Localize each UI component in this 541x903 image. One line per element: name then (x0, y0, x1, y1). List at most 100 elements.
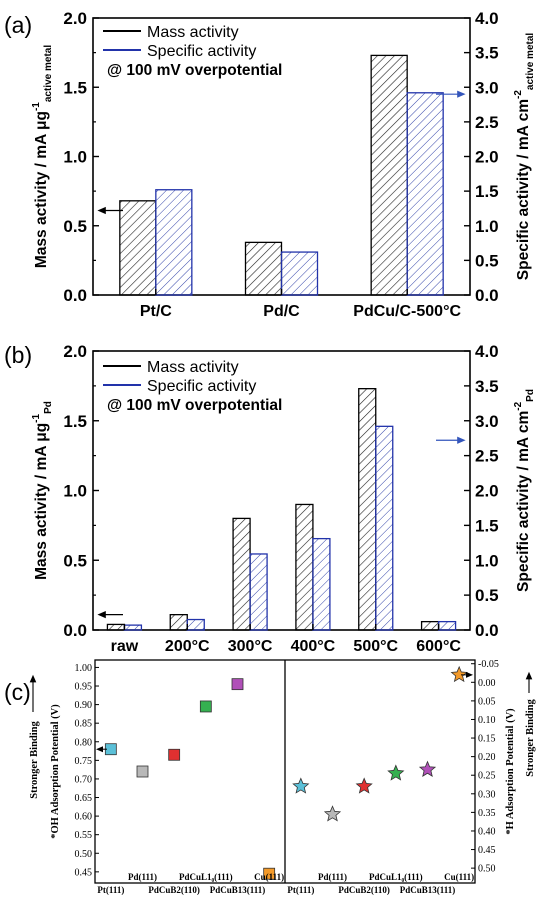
left-tick-label: 0.0 (63, 621, 87, 640)
c-right-tick-label: 0.05 (478, 696, 496, 707)
right-tick-label: 2.5 (475, 447, 499, 466)
c-left-tick-label: 0.45 (75, 867, 93, 878)
bar-mass-activity (358, 388, 377, 631)
right-tick-label: 2.5 (475, 113, 499, 132)
c-left-tick-label: 0.55 (75, 830, 93, 841)
right-tick-label: 4.0 (475, 9, 499, 28)
c-x-label: Cu(111) (444, 872, 474, 882)
right-tick-label: 2.0 (475, 148, 499, 167)
c-x-label: Pt(111) (287, 885, 314, 895)
legend-label-specific: Specific activity (147, 43, 256, 60)
x-tick-label: 400°C (291, 638, 336, 655)
legend-label-specific: Specific activity (147, 378, 256, 395)
x-tick-label: 300°C (228, 638, 273, 655)
c-left-tick-label: 0.60 (75, 812, 93, 823)
c-x-label: Pd(111) (128, 872, 157, 882)
bar-specific-activity (123, 624, 143, 631)
oh-square-marker (231, 678, 244, 691)
c-right-tick-label: 0.00 (478, 678, 496, 689)
c-x-label: Cu(111) (254, 872, 284, 882)
annotation-overpotential: @ 100 mV overpotential (107, 397, 282, 414)
h-star-marker (323, 805, 342, 822)
right-tick-label: 3.5 (475, 377, 499, 396)
bar-mass-activity (420, 620, 440, 631)
oh-square-marker (263, 867, 276, 880)
x-tick-label: raw (111, 638, 139, 655)
left-tick-label: 1.0 (63, 482, 87, 501)
panel-a-chart: 0.0 0.5 1.0 1.5 2.0 0.0 0.5 1.0 1.5 2.0 2.5 3.0 3.5 4… (31, 9, 536, 320)
legend-label-mass: Mass activity (147, 24, 239, 41)
right-tick-label: 1.5 (475, 182, 499, 201)
c-right-tick-label: 0.40 (478, 826, 496, 837)
c-right-tick-label: 0.25 (478, 771, 496, 782)
right-tick-label: 0.5 (475, 251, 499, 270)
c-right-tick-label: 0.50 (478, 864, 496, 875)
left-tick-label: 0.5 (63, 551, 87, 570)
c-left-stronger-binding-label: Stronger Binding (29, 720, 40, 798)
c-left-tick-label: 0.65 (75, 793, 93, 804)
panel-c-chart: 0.45 0.50 0.55 0.60 0.65 0.70 0.75 0.80 0.85 0.90… (29, 659, 536, 895)
h-star-marker (450, 665, 468, 683)
c-left-tick-label: 0.85 (75, 719, 93, 730)
x-tick-label: Pt/C (140, 303, 172, 320)
y-axis-left-label: Mass activity / mA μg-1Pd (31, 401, 54, 580)
c-left-tick-label: 0.50 (75, 849, 93, 860)
right-tick-label: 3.0 (475, 78, 499, 97)
c-right-tick-label: 0.20 (478, 752, 496, 763)
left-tick-label: 2.0 (63, 342, 87, 361)
bar-specific-activity (280, 251, 319, 296)
c-left-tick-label: 0.80 (75, 737, 93, 748)
right-tick-label: 1.5 (475, 516, 499, 535)
y-axis-right-label: Specific activity / mA cm-2active metal (513, 33, 536, 281)
annotation-overpotential: @ 100 mV overpotential (107, 62, 282, 79)
left-tick-label: 1.0 (63, 148, 87, 167)
bar-mass-activity (232, 517, 251, 631)
c-right-tick-label: 0.15 (478, 734, 496, 745)
legend-label-mass: Mass activity (147, 359, 239, 376)
c-right-tick-label: -0.05 (478, 659, 499, 670)
c-right-stronger-binding-label: Stronger Binding (525, 698, 536, 776)
x-tick-label: Pd/C (263, 303, 300, 320)
h-star-marker (387, 764, 405, 781)
c-right-tick-label: 0.30 (478, 789, 496, 800)
y-axis-right-label: Specific activity / mA cm-2Pd (513, 389, 536, 592)
oh-square-marker (199, 700, 212, 713)
h-star-marker (292, 777, 310, 794)
bar-mass-activity (169, 614, 188, 631)
x-tick-label: 200°C (165, 638, 210, 655)
x-tick-label: 500°C (353, 638, 398, 655)
right-tick-label: 4.0 (475, 342, 499, 361)
bar-mass-activity (106, 623, 126, 631)
c-left-tick-label: 0.75 (75, 756, 93, 767)
c-x-label: Pd(111) (318, 872, 347, 882)
right-tick-label: 3.0 (475, 412, 499, 431)
panel-c-letter: (c) (4, 679, 31, 705)
bar-mass-activity (119, 200, 157, 296)
bar-specific-activity (312, 537, 331, 631)
right-tick-label: 0.0 (475, 286, 499, 305)
right-tick-label: 1.0 (475, 551, 499, 570)
bar-mass-activity (295, 503, 314, 631)
c-right-axis-label: *H Adsorption Potential (V) (505, 708, 516, 835)
bar-specific-activity (406, 92, 444, 296)
c-x-label: PdCuL1₀(111) (369, 872, 423, 882)
h-star-marker (418, 760, 437, 777)
c-x-label: PdCuB2(110) (148, 885, 200, 895)
c-left-tick-label: 1.00 (75, 663, 93, 674)
left-tick-label: 2.0 (63, 9, 87, 28)
panel-b-chart: 0.0 0.5 1.0 1.5 2.0 0.0 0.5 1.0 1.5 2.0 2.5 3.0 3.5 4… (31, 342, 536, 655)
left-tick-label: 0.5 (63, 217, 87, 236)
oh-square-marker (168, 748, 181, 761)
h-star-marker (355, 777, 373, 794)
c-x-label: PdCuL1₀(111) (179, 872, 233, 882)
bar-mass-activity (370, 54, 408, 296)
c-right-tick-label: 0.45 (478, 845, 496, 856)
bar-specific-activity (375, 425, 394, 631)
bar-specific-activity (155, 189, 193, 296)
y-axis-left-label: Mass activity / mA μg-1active metal (31, 45, 54, 268)
right-tick-label: 2.0 (475, 482, 499, 501)
bar-mass-activity (244, 241, 283, 296)
bar-specific-activity (186, 618, 205, 631)
right-tick-label: 1.0 (475, 217, 499, 236)
c-right-tick-label: 0.10 (478, 715, 496, 726)
